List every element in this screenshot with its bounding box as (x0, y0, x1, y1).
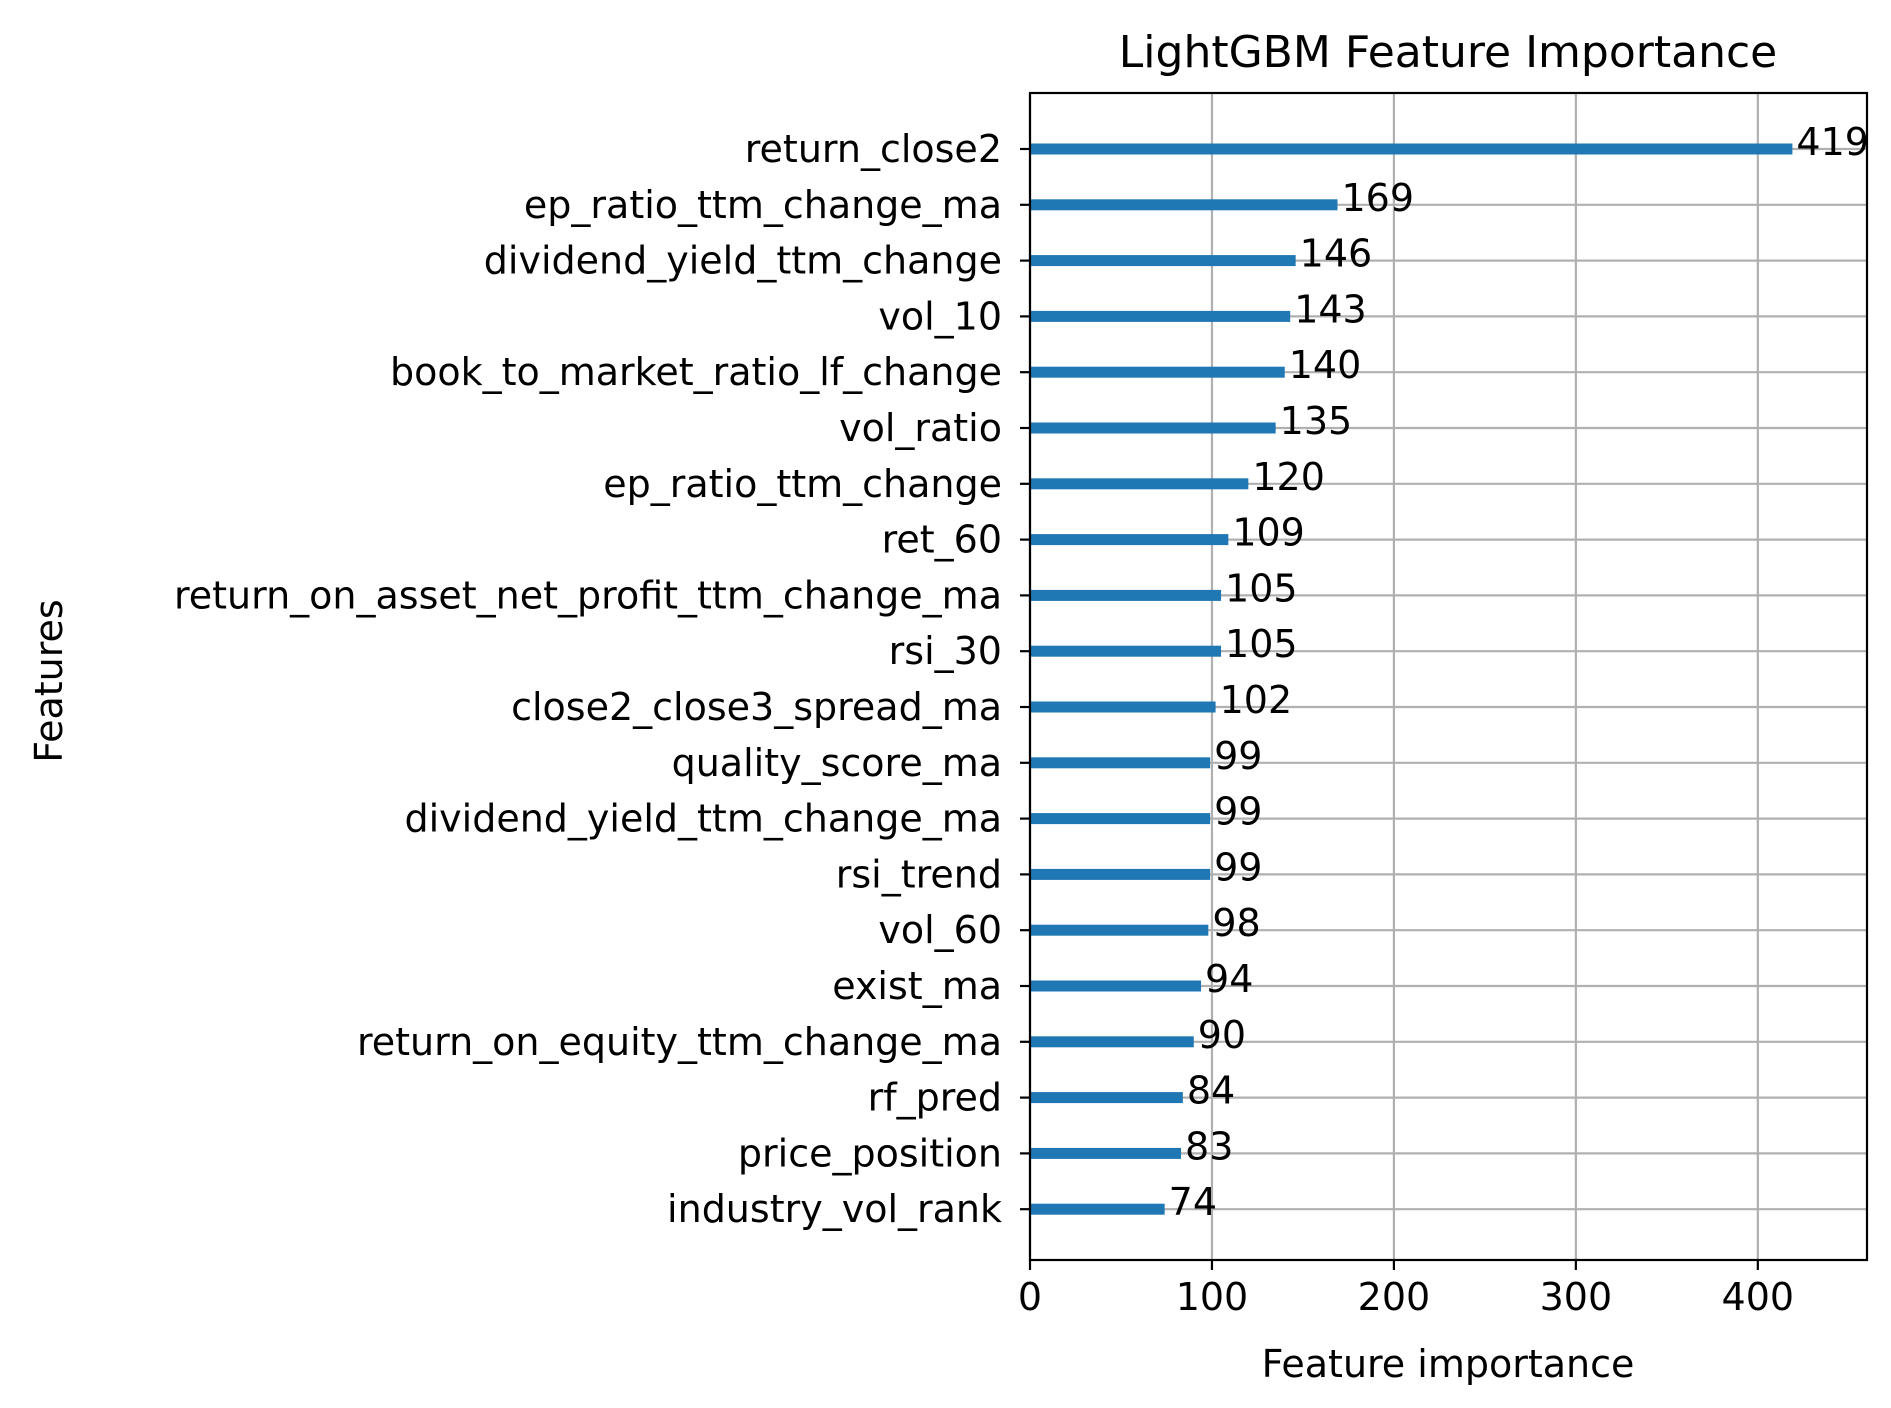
y-category-label: vol_ratio (839, 406, 1002, 450)
bar (1030, 1036, 1194, 1048)
bar (1030, 980, 1202, 992)
bar-value-label: 135 (1280, 399, 1353, 443)
bar-value-label: 105 (1225, 566, 1298, 610)
x-axis-title: Feature importance (1262, 1342, 1635, 1386)
bar-value-label: 99 (1214, 790, 1262, 834)
bar (1030, 310, 1291, 322)
bar-value-label: 419 (1796, 120, 1869, 164)
bar-value-label: 169 (1342, 176, 1415, 220)
y-category-label: vol_60 (878, 908, 1002, 952)
x-tick-label: 200 (1358, 1275, 1431, 1319)
bar (1030, 868, 1211, 880)
x-tick-label: 100 (1176, 1275, 1249, 1319)
x-tick-label: 400 (1722, 1275, 1795, 1319)
bar-value-label: 140 (1289, 343, 1362, 387)
bar-value-label: 120 (1252, 455, 1325, 499)
bar-value-label: 98 (1212, 901, 1260, 945)
bar-value-label: 99 (1214, 845, 1262, 889)
bar (1030, 255, 1296, 267)
bar (1030, 701, 1216, 713)
y-category-label: rsi_trend (836, 852, 1002, 896)
bar (1030, 366, 1285, 378)
bar-value-label: 99 (1214, 734, 1262, 778)
bar-value-label: 84 (1187, 1069, 1235, 1113)
plot-frame (1028, 91, 1869, 1262)
bar-value-label: 94 (1205, 957, 1253, 1001)
y-category-label: dividend_yield_ttm_change_ma (405, 797, 1003, 841)
bar (1030, 1203, 1165, 1215)
y-category-label: price_position (738, 1131, 1002, 1175)
y-category-label: close2_close3_spread_ma (511, 685, 1002, 729)
y-category-label: dividend_yield_ttm_change (484, 239, 1002, 283)
y-category-label: return_on_asset_net_profit_ttm_change_ma (174, 573, 1002, 617)
y-category-label: return_on_equity_ttm_change_ma (357, 1020, 1002, 1064)
bar (1030, 924, 1209, 936)
bar (1030, 422, 1276, 434)
bar-value-label: 143 (1294, 287, 1367, 331)
value-labels: 419 169 146 143 140 135 120 109 105 105 102 99 99 99 9… (1169, 120, 1869, 1224)
y-category-label: vol_10 (878, 294, 1002, 338)
bar (1030, 1147, 1182, 1159)
y-category-label: ret_60 (882, 518, 1002, 562)
y-category-label: return_close2 (745, 127, 1002, 171)
bar (1030, 478, 1249, 490)
x-ticks: 0 100 200 300 400 (1018, 1260, 1794, 1319)
bar (1030, 813, 1211, 825)
chart-title: LightGBM Feature Importance (1119, 27, 1777, 78)
x-tick-label: 300 (1540, 1275, 1613, 1319)
y-category-label: rsi_30 (889, 629, 1002, 673)
bar-value-label: 74 (1169, 1180, 1217, 1224)
y-category-labels: return_close2 ep_ratio_ttm_change_madivid… (174, 127, 1030, 1231)
y-category-label: ep_ratio_ttm_change (603, 462, 1002, 506)
y-category-label: ep_ratio_ttm_change_ma (524, 183, 1002, 227)
y-axis-title: Features (27, 599, 71, 762)
bar-value-label: 146 (1300, 232, 1373, 276)
grid-layer (1028, 93, 1867, 1260)
x-tick-label: 0 (1018, 1275, 1042, 1319)
bar-value-label: 102 (1220, 678, 1293, 722)
y-category-label: industry_vol_rank (667, 1187, 1002, 1231)
bars-layer (1030, 143, 1793, 1215)
y-category-label: book_to_market_ratio_lf_change (390, 350, 1002, 394)
bar (1030, 199, 1338, 211)
y-category-label: exist_ma (832, 964, 1002, 1008)
y-category-label: rf_pred (868, 1076, 1002, 1120)
bar-value-label: 83 (1185, 1124, 1233, 1168)
y-category-label: quality_score_ma (672, 741, 1002, 785)
bar-value-label: 90 (1198, 1013, 1246, 1057)
bar (1030, 589, 1222, 601)
bar (1030, 757, 1211, 769)
bar (1030, 143, 1793, 155)
bar-value-label: 105 (1225, 622, 1298, 666)
bar-value-label: 109 (1232, 511, 1305, 555)
bar (1030, 534, 1229, 546)
bar (1030, 645, 1222, 657)
bar (1030, 1092, 1183, 1104)
